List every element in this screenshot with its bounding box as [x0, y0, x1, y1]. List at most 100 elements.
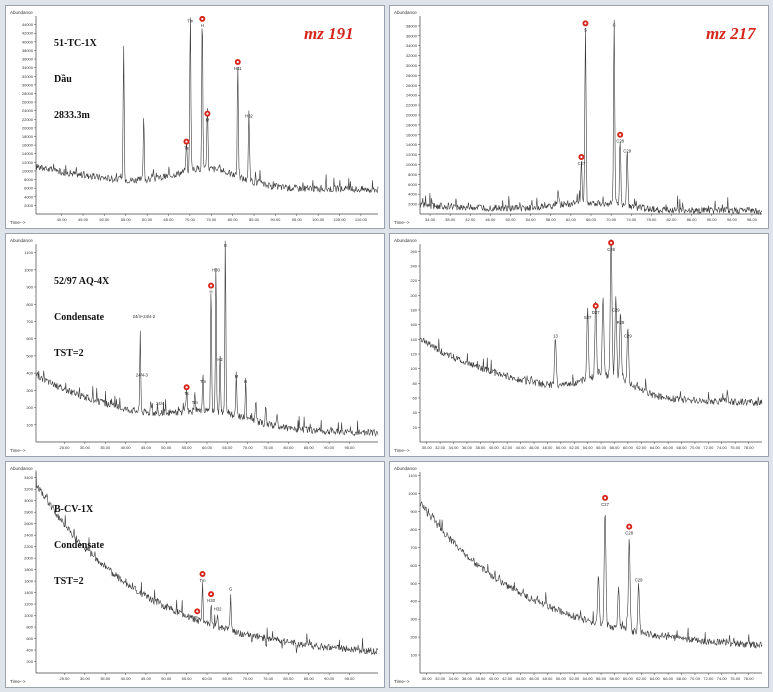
x-tick-label: 50.00 — [556, 676, 567, 681]
y-tick-label: 18000 — [406, 122, 418, 127]
x-tick-label: 80.00 — [283, 676, 294, 681]
y-tick-label: 12000 — [22, 160, 34, 165]
y-tick-label: 18000 — [22, 134, 34, 139]
x-tick-label: 80.00 — [283, 445, 294, 450]
y-tick-label: 3400 — [24, 475, 34, 480]
y-tick-label: 600 — [26, 336, 33, 341]
y-axis-label: Abundance — [10, 238, 33, 243]
x-tick-label: 64.00 — [650, 676, 661, 681]
peak-label: Ts — [185, 391, 189, 396]
x-tick-label: 34.00 — [449, 676, 460, 681]
x-tick-label: 65.00 — [222, 676, 233, 681]
y-tick-label: 1000 — [24, 267, 34, 272]
sample-tst: TST=2 — [54, 348, 84, 359]
y-tick-label: 800 — [26, 302, 33, 307]
y-tick-label: 6000 — [24, 186, 34, 191]
y-tick-label: 80 — [413, 381, 418, 386]
x-tick-label: 105.00 — [333, 217, 346, 222]
peak-marker-center — [206, 112, 209, 115]
y-tick-label: 14000 — [406, 142, 418, 147]
x-tick-label: 74.00 — [717, 676, 728, 681]
x-tick-label: 86.00 — [687, 217, 698, 222]
y-tick-label: 38000 — [22, 48, 34, 53]
x-tick-label: 55.00 — [182, 445, 193, 450]
x-tick-label: 55.00 — [182, 676, 193, 681]
peak-marker-center — [209, 592, 213, 596]
x-tick-label: 52.00 — [569, 676, 580, 681]
y-tick-label: 20 — [413, 425, 418, 430]
peak-label: Tm — [187, 19, 194, 24]
x-tick-label: 68.00 — [677, 676, 688, 681]
peak-label: C29 — [635, 577, 643, 582]
y-tick-label: 24000 — [22, 108, 34, 113]
chromatogram-trace — [419, 501, 763, 649]
x-tick-label: 36.00 — [462, 445, 473, 450]
y-tick-label: 24000 — [406, 93, 418, 98]
peak-label: C28 — [625, 531, 633, 536]
sample-name: 52/97 AQ-4X — [54, 276, 110, 287]
y-tick-label: 300 — [26, 388, 33, 393]
x-tick-label: 65.00 — [164, 217, 175, 222]
x-tick-label: 58.00 — [609, 445, 620, 450]
y-tick-label: 200 — [410, 293, 417, 298]
y-tick-label: 26000 — [406, 83, 418, 88]
x-tick-label: 50.00 — [99, 217, 110, 222]
peak-label: Ts — [184, 146, 188, 151]
y-tick-label: 10000 — [22, 168, 34, 173]
peak-label: G — [224, 243, 227, 248]
x-tick-label: 82.00 — [666, 217, 677, 222]
y-tick-label: 8000 — [408, 172, 418, 177]
x-tick-label: 40.00 — [121, 676, 132, 681]
chromatogram-trace — [35, 240, 379, 437]
y-tick-label: 44000 — [22, 22, 34, 27]
x-tick-label: 90.00 — [707, 217, 718, 222]
y-tick-label: 20000 — [22, 125, 34, 130]
y-tick-label: 160 — [410, 322, 417, 327]
y-tick-label: 600 — [410, 563, 417, 568]
x-tick-label: 42.00 — [502, 445, 513, 450]
x-tick-label: 60.00 — [202, 676, 213, 681]
y-tick-label: 10000 — [406, 162, 418, 167]
peak-label: S27 — [584, 315, 592, 320]
y-axis-label: Abundance — [10, 10, 33, 15]
x-tick-label: 68.00 — [677, 445, 688, 450]
x-tick-label: 32.00 — [435, 445, 446, 450]
y-tick-label: 2000 — [24, 203, 34, 208]
x-tick-label: 54.00 — [526, 217, 537, 222]
x-tick-label: 42.00 — [465, 217, 476, 222]
x-tick-label: 46.00 — [529, 676, 540, 681]
x-tick-label: 80.00 — [228, 217, 239, 222]
annotation: 24/4+24/4-2 — [133, 314, 156, 319]
x-tick-label: 110.00 — [355, 217, 368, 222]
y-tick-label: 240 — [410, 264, 417, 269]
peak-marker-center — [580, 155, 583, 159]
chromatogram-svg: Abundance Time--> 2000 4000 6000 8000 10000 120… — [394, 10, 763, 225]
y-tick-label: 34000 — [22, 65, 34, 70]
y-tick-label: 60 — [413, 396, 418, 401]
y-tick-label: 36000 — [22, 57, 34, 62]
peak-label: Ts — [195, 615, 199, 620]
x-tick-label: 64.00 — [650, 445, 661, 450]
x-tick-label: 25.00 — [59, 445, 70, 450]
x-tick-label: 70.00 — [606, 217, 617, 222]
y-tick-label: 4000 — [24, 194, 34, 199]
sample-name: B-CV-1X — [54, 504, 94, 515]
x-tick-label: 48.00 — [542, 445, 553, 450]
annotation: 24/4-3 — [136, 373, 149, 378]
x-tick-label: 65.00 — [222, 445, 233, 450]
y-tick-label: 140 — [410, 337, 417, 342]
y-tick-label: 42000 — [22, 31, 34, 36]
x-tick-label: 56.00 — [596, 445, 607, 450]
x-tick-label: 56.00 — [596, 676, 607, 681]
chromatogram-trace — [419, 239, 763, 407]
peak-label: C — [613, 22, 616, 27]
y-tick-label: 40 — [413, 410, 418, 415]
x-tick-label: 50.00 — [556, 445, 567, 450]
x-tick-label: 55.00 — [121, 217, 132, 222]
peak-marker-center — [196, 610, 199, 613]
y-tick-label: 100 — [26, 422, 33, 427]
y-tick-label: 120 — [410, 352, 417, 357]
y-tick-label: 1000 — [24, 613, 34, 618]
sample-name: 51-TC-1X — [54, 38, 97, 49]
x-tick-label: 45.00 — [141, 445, 152, 450]
